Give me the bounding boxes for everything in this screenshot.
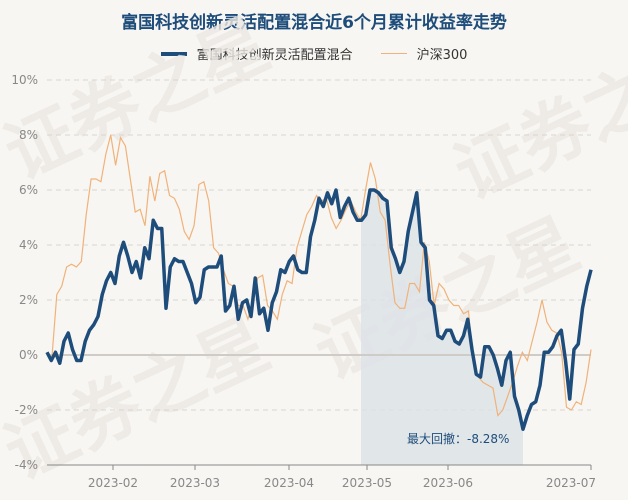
legend-label-fund: 富国科技创新灵活配置混合 [196,48,353,63]
legend: 富国科技创新灵活配置混合 沪深300 [0,44,628,63]
y-axis: 10% 8% 6% 4% 2% 0% -2% -4% [11,73,38,472]
y-tick-label: -2% [15,403,38,417]
watermark-text: 证券之星 [0,3,281,196]
y-tick-label: 8% [19,128,38,142]
x-tick-label: 2023-04 [264,476,314,490]
drawdown-fill [361,190,523,465]
grid-lines [47,79,591,411]
legend-item-fund[interactable]: 富国科技创新灵活配置混合 [160,44,353,63]
y-tick-label: 2% [19,293,38,307]
x-axis: 2023-02 2023-03 2023-04 2023-05 2023-06 2023-… [88,465,596,490]
watermark: 证券之星 证券之星 证券之星 证券之星 [0,3,628,496]
y-tick-label: 4% [19,238,38,252]
x-tick-label: 2023-02 [88,476,138,490]
hs300-line-icon [380,53,407,54]
fund-line-icon [160,51,187,56]
y-tick-label: 6% [19,183,38,197]
y-tick-label: 10% [11,73,38,87]
chart-title: 富国科技创新灵活配置混合近6个月累计收益率走势 [121,13,507,33]
x-tick-label: 2023-07 [546,476,596,490]
max-drawdown-label: 最大回撤：-8.28% [407,431,509,446]
y-tick-label: 0% [19,348,38,362]
legend-item-hs300[interactable]: 沪深300 [380,44,468,63]
watermark-text: 证券之星 [0,303,281,496]
fund-series[interactable] [45,188,593,431]
x-tick-label: 2023-03 [170,476,220,490]
legend-label-hs300: 沪深300 [416,48,468,63]
watermark-text: 证券之星 [443,23,628,216]
x-tick-label: 2023-05 [342,476,392,490]
x-tick-label: 2023-06 [423,476,473,490]
y-tick-label: -4% [15,458,38,472]
